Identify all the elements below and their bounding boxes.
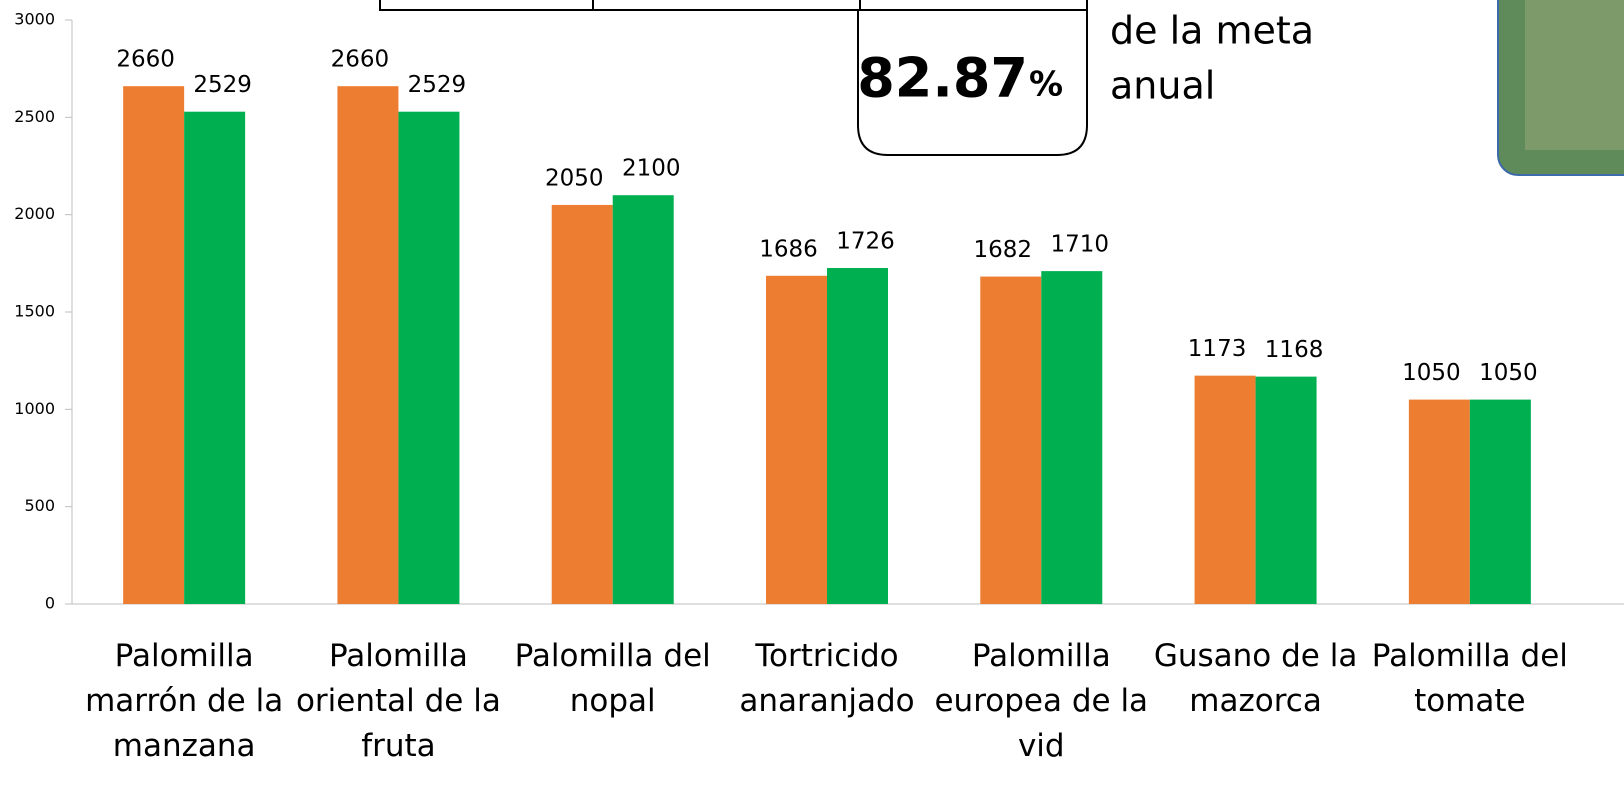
- data-label: 2660: [116, 47, 175, 73]
- photo-inner: [1525, 0, 1624, 150]
- y-tick-label: 3000: [14, 10, 55, 29]
- table-fragment: [379, 0, 1088, 11]
- x-tick-label: Palomilla oriental de la fruta: [295, 638, 501, 764]
- x-tick-label: Palomilla del nopal: [514, 638, 711, 719]
- data-label: 1710: [1051, 232, 1110, 258]
- y-tick-label: 2500: [14, 107, 55, 126]
- data-label: 1173: [1188, 336, 1247, 362]
- bar: [398, 111, 460, 605]
- bar: [551, 204, 613, 604]
- data-label: 1168: [1265, 337, 1324, 363]
- data-label: 1050: [1479, 360, 1538, 386]
- data-label: 1682: [974, 237, 1033, 263]
- data-label: 2660: [331, 47, 390, 73]
- data-label: 1726: [836, 229, 895, 255]
- bar: [827, 268, 888, 604]
- data-label: 2100: [622, 156, 681, 182]
- y-tick-label: 2000: [14, 204, 55, 223]
- data-label: 1686: [759, 236, 818, 262]
- note-text: de la meta: [1110, 9, 1314, 53]
- data-label: 2529: [193, 72, 252, 98]
- bar: [337, 86, 399, 605]
- bar: [1469, 399, 1531, 604]
- percent-box: [857, 10, 1088, 156]
- percent-sign: %: [1029, 65, 1063, 105]
- x-tick-label: Palomilla europea de la vid: [934, 638, 1149, 764]
- bar: [1408, 399, 1470, 604]
- x-tick-label: Gusano de la mazorca: [1153, 638, 1358, 719]
- bar: [1255, 376, 1317, 604]
- x-tick-label: Palomilla del tomate: [1371, 638, 1568, 719]
- bar: [980, 276, 1042, 604]
- data-label: 2050: [545, 165, 604, 191]
- bar: [766, 275, 827, 604]
- data-label: 2529: [408, 72, 467, 98]
- bar: [612, 195, 674, 604]
- percent-value: 82.87: [857, 47, 1028, 110]
- bar: [184, 111, 246, 605]
- x-tick-label: Palomilla marrón de la manzana: [85, 638, 284, 764]
- note-text: anual: [1110, 64, 1215, 108]
- bar: [1041, 271, 1103, 604]
- bar: [1194, 375, 1256, 604]
- x-tick-label: Tortricido anaranjado: [739, 638, 915, 719]
- data-label: 1050: [1402, 360, 1461, 386]
- y-tick-label: 500: [24, 496, 55, 515]
- y-tick-label: 0: [45, 594, 55, 613]
- y-tick-label: 1000: [14, 399, 55, 418]
- bar: [123, 86, 185, 605]
- y-tick-label: 1500: [14, 302, 55, 321]
